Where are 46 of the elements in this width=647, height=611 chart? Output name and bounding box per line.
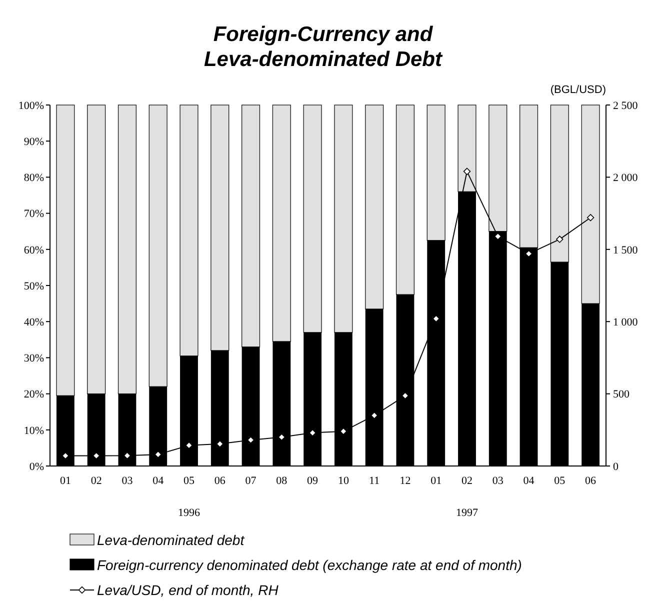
x-tick-label: 12 [400,475,411,487]
x-tick-label: 02 [90,475,102,487]
y-tick-label: 50% [24,280,44,292]
x-tick-label: 02 [462,475,472,487]
y-tick-label: 10% [24,424,44,437]
y2-tick-label: 1 500 [613,244,638,256]
text: 1996 [178,507,200,519]
y-tick-label: 0% [29,460,44,473]
y-tick-label: 80% [24,172,44,184]
x-tick-label: 06 [214,475,226,487]
y2-tick-label: 0 [613,460,619,473]
point [463,168,471,176]
y-tick-label: 90% [24,136,44,148]
x-tick-label: 09 [307,475,319,487]
legend-label: Leva-denominated debt [97,532,246,548]
x-tick-label: 10 [338,475,350,487]
x-tick-label: 03 [492,475,504,487]
x-tick-label: 01 [60,475,71,487]
x-tick-label: 06 [585,475,597,487]
point [494,232,502,240]
y2-tick-label: 1 000 [613,316,638,328]
x-tick-label: 05 [554,475,566,487]
point [586,214,594,222]
legend-label: Leva/USD, end of month, RH [97,582,280,598]
y2-tick-label: 2 000 [613,172,638,184]
y2-tick-label: 2 500 [613,100,638,112]
x-tick-label: 08 [276,475,288,487]
x-tick-label: 04 [152,475,164,487]
x-tick-label: 07 [245,475,257,487]
x-tick-label: 11 [369,475,380,487]
y-tick-label: 30% [24,352,44,365]
text: 1997 [456,507,478,519]
y2-tick-label: 500 [613,388,630,401]
y-tick-label: 60% [24,244,44,256]
legend-label: Foreign-currency denominated debt (exchange rate at end of month) [97,556,522,573]
chart-title: Foreign-Currency and Leva-denominated Debt [204,23,444,71]
x-tick-label: 05 [184,475,195,487]
y-tick-label: 70% [24,208,44,220]
x-tick-label: 03 [122,475,134,487]
point [556,236,564,243]
y-tick-label: 20% [24,388,44,401]
x-tick-label: 04 [523,475,535,487]
y2-axis-title: (BGL/USD) [550,84,606,96]
y-tick-label: 40% [24,316,44,328]
x-tick-label: 01 [430,475,442,487]
y-tick-label: 100% [18,100,44,112]
